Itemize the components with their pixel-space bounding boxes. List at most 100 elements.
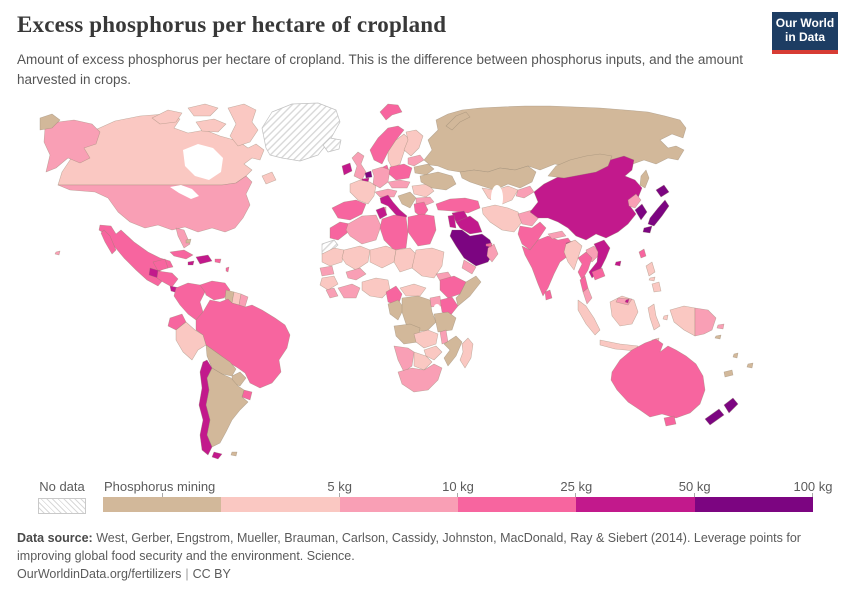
country-usa-florida[interactable]	[175, 227, 191, 249]
owid-logo[interactable]: Our World in Data	[772, 12, 838, 54]
country-taiwan[interactable]	[638, 248, 647, 259]
country-falkland-islands[interactable]	[230, 451, 238, 457]
legend-bin-swatch[interactable]	[221, 497, 340, 512]
country-mexico-yucatan[interactable]	[152, 258, 169, 272]
country-iraq[interactable]	[455, 215, 483, 235]
country-peru[interactable]	[175, 321, 207, 361]
country-greece[interactable]	[413, 201, 429, 219]
country-indonesia-sulawesi[interactable]	[647, 303, 661, 331]
country-nigeria[interactable]	[361, 277, 391, 299]
country-egypt[interactable]	[407, 213, 437, 247]
country-australia-tasmania[interactable]	[663, 415, 677, 427]
country-brunei[interactable]	[624, 298, 630, 304]
country-sri-lanka[interactable]	[544, 289, 553, 301]
country-france[interactable]	[349, 179, 377, 205]
country-sweden[interactable]	[387, 133, 411, 169]
country-bahamas[interactable]	[185, 238, 192, 244]
country-canada-island[interactable]	[151, 109, 183, 125]
country-canada-baffin[interactable]	[227, 103, 259, 147]
legend-bin-swatch[interactable]	[576, 497, 695, 512]
country-botswana[interactable]	[413, 351, 433, 371]
country-venezuela[interactable]	[199, 280, 231, 301]
country-russia-sakhalin[interactable]	[639, 169, 650, 189]
country-indonesia-moluccas[interactable]	[662, 314, 669, 321]
country-congo-gabon[interactable]	[387, 299, 405, 321]
country-india[interactable]	[521, 235, 575, 297]
country-cambodia[interactable]	[591, 267, 606, 281]
no-data-swatch[interactable]	[38, 498, 86, 514]
country-kenya[interactable]	[439, 296, 459, 317]
country-kyrgyzstan-tajikistan[interactable]	[515, 185, 535, 199]
country-netherlands[interactable]	[364, 170, 373, 179]
country-niger[interactable]	[369, 245, 397, 269]
license-label[interactable]: CC BY	[192, 567, 231, 581]
country-somalia[interactable]	[455, 275, 482, 307]
country-indonesia-sumatra[interactable]	[577, 299, 601, 336]
country-png-new-britain[interactable]	[716, 323, 725, 330]
country-morocco[interactable]	[329, 221, 351, 241]
country-cuba[interactable]	[169, 249, 194, 260]
country-myanmar[interactable]	[563, 239, 583, 271]
legend-bin-swatch[interactable]	[457, 497, 577, 512]
country-namibia[interactable]	[393, 345, 415, 373]
country-nepal[interactable]	[547, 230, 567, 240]
country-philippines-visayas[interactable]	[648, 276, 656, 282]
country-baltics[interactable]	[407, 154, 425, 167]
country-ivory-coast-ghana[interactable]	[337, 283, 361, 299]
country-russia-chukotka[interactable]	[39, 113, 61, 131]
country-turkey[interactable]	[435, 197, 481, 214]
country-madagascar[interactable]	[459, 337, 474, 369]
country-mexico-baja[interactable]	[100, 229, 117, 255]
country-canada-newfoundland[interactable]	[261, 171, 277, 185]
country-united-arab-emirates[interactable]	[485, 242, 493, 248]
country-central-african-republic[interactable]	[399, 283, 427, 297]
country-usa-alaska[interactable]	[43, 119, 101, 173]
country-iceland[interactable]	[322, 137, 342, 153]
country-germany[interactable]	[371, 166, 391, 189]
country-united-kingdom[interactable]	[351, 151, 367, 181]
country-new-zealand-south[interactable]	[704, 408, 725, 426]
country-russia-novaya-zemlya[interactable]	[445, 111, 471, 131]
country-canada-island[interactable]	[195, 118, 227, 133]
country-tanzania[interactable]	[433, 311, 457, 333]
country-svalbard[interactable]	[379, 103, 403, 121]
country-mauritania[interactable]	[321, 247, 345, 267]
country-canada-island[interactable]	[187, 103, 219, 117]
country-new-zealand-north[interactable]	[723, 397, 739, 414]
country-belarus[interactable]	[413, 163, 435, 176]
country-hispaniola[interactable]	[195, 254, 213, 265]
country-mongolia[interactable]	[547, 153, 613, 179]
country-zambia[interactable]	[413, 329, 439, 349]
country-indonesia-java[interactable]	[599, 339, 639, 352]
country-china-hainan[interactable]	[614, 260, 622, 267]
legend-bin-swatch[interactable]	[694, 497, 813, 512]
country-north-korea[interactable]	[627, 193, 642, 209]
country-balkans-west[interactable]	[397, 191, 417, 209]
country-mozambique[interactable]	[443, 335, 463, 367]
country-drc[interactable]	[401, 295, 437, 333]
legend-bin-swatch[interactable]	[103, 497, 222, 512]
country-malaysia[interactable]	[582, 287, 593, 305]
country-ukraine[interactable]	[419, 171, 457, 191]
country-ireland[interactable]	[341, 162, 353, 176]
country-south-africa[interactable]	[397, 363, 443, 393]
country-chile-tierra[interactable]	[211, 451, 223, 460]
country-poland[interactable]	[388, 163, 413, 181]
country-new-caledonia[interactable]	[723, 369, 734, 378]
country-honduras-nicaragua[interactable]	[156, 270, 179, 288]
country-algeria[interactable]	[345, 214, 382, 245]
country-iran[interactable]	[481, 204, 523, 233]
country-mali[interactable]	[341, 245, 371, 271]
country-libya[interactable]	[379, 214, 409, 251]
country-indonesia-papua[interactable]	[669, 305, 696, 337]
country-japan-kyushu[interactable]	[642, 225, 653, 234]
country-sierra-leone-liberia[interactable]	[325, 287, 339, 299]
country-spain[interactable]	[331, 199, 367, 221]
country-australia[interactable]	[610, 338, 706, 419]
legend-bin-swatch[interactable]	[339, 497, 458, 512]
country-philippines-mindanao[interactable]	[651, 281, 662, 293]
country-japan-honshu[interactable]	[647, 199, 670, 227]
country-usa[interactable]	[57, 175, 253, 233]
country-saudi-arabia[interactable]	[449, 229, 495, 267]
country-solomon-islands[interactable]	[714, 334, 722, 340]
